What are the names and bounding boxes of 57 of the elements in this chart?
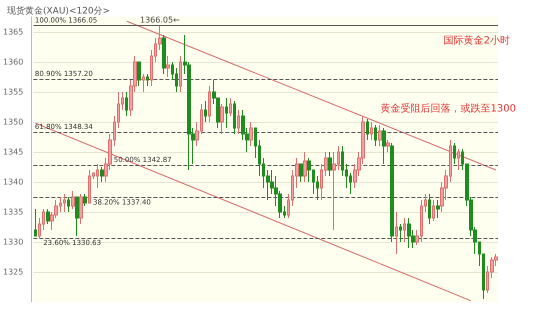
candlestick — [395, 212, 398, 254]
candlestick — [428, 194, 431, 224]
y-tick-label: 1330 — [3, 238, 24, 246]
candlestick — [390, 142, 394, 242]
y-tick-label: 1340 — [3, 178, 24, 186]
candlestick — [75, 196, 79, 236]
candlestick — [378, 124, 382, 146]
candlestick — [328, 152, 332, 176]
candlestick — [237, 110, 240, 134]
candlestick — [142, 74, 145, 92]
candlestick — [303, 152, 307, 182]
candlestick — [407, 218, 411, 248]
annotation: 国际黄金2小时 — [444, 34, 510, 46]
candlestick — [229, 98, 232, 116]
candlestick — [374, 124, 377, 146]
y-tick-label: 1360 — [3, 58, 24, 66]
candlestick — [220, 104, 224, 134]
candlestick — [432, 200, 435, 222]
candlestick — [436, 200, 440, 218]
candlestick — [204, 100, 207, 122]
annotation: 1366.05← — [140, 16, 180, 25]
candlestick — [399, 224, 402, 242]
candlestick — [71, 190, 75, 210]
candlestick — [370, 122, 373, 140]
candlestick — [382, 128, 386, 164]
candlestick — [366, 118, 369, 140]
candlestick — [125, 92, 128, 116]
candlestick — [88, 170, 91, 204]
candlestick — [386, 140, 390, 152]
y-tick-label: 1345 — [3, 148, 24, 156]
candlestick — [299, 164, 303, 182]
candlestick — [137, 62, 141, 86]
annotation: 黄金受阻后回落，或跌至1300 — [380, 102, 516, 114]
candlestick — [403, 218, 406, 242]
chart-title: 现货黄金(XAU)<120分> — [7, 6, 110, 16]
candlestick — [146, 74, 149, 86]
candlestick — [34, 208, 37, 236]
y-tick-label: 1355 — [3, 88, 24, 96]
candlestick — [225, 98, 228, 128]
candlestick — [249, 122, 253, 146]
candlestick — [233, 100, 236, 134]
candlestick — [67, 196, 70, 212]
y-tick-label: 1335 — [3, 208, 24, 216]
candlestick — [46, 208, 50, 224]
y-tick-label: 1350 — [3, 118, 24, 126]
y-tick-label: 1325 — [3, 268, 24, 276]
candlestick — [83, 194, 87, 206]
candlestick — [208, 86, 211, 122]
candlestick — [453, 142, 456, 164]
candlestick — [79, 194, 83, 224]
candlestick — [166, 56, 170, 78]
candlestick — [100, 166, 104, 182]
candlestick — [96, 164, 99, 188]
candlestick — [63, 194, 66, 212]
y-tick-label: 1365 — [3, 28, 24, 36]
candlestick — [162, 34, 166, 74]
candlestick — [179, 56, 182, 92]
